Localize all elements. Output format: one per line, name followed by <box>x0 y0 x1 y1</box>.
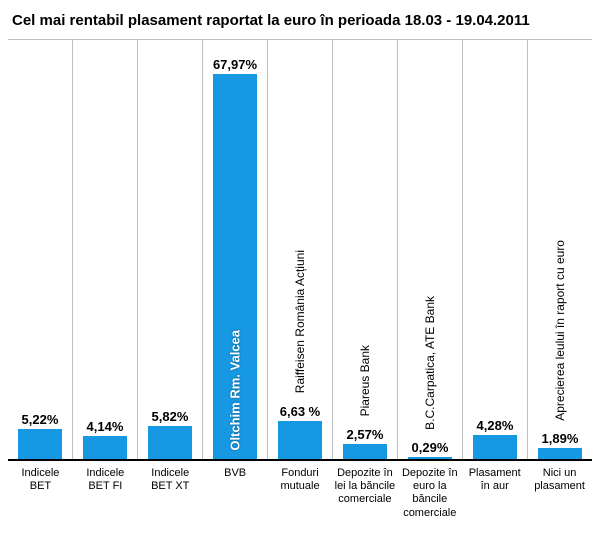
bar-side-label-5: Piareus Bank <box>358 345 372 416</box>
bar-value-label-1: 4,14% <box>87 419 124 434</box>
x-axis-label-7: Plasament în aur <box>462 461 527 493</box>
bar-inner-label-3: Oltchim Rm. Valcea <box>227 330 242 451</box>
bar-column-8: Aprecierea leului în raport cu euro 1,89% <box>528 40 592 459</box>
x-axis-label-8: Nici un plasament <box>527 461 592 493</box>
bar-column-6: B.C.Carpatica, ATE Bank 0,29% <box>398 40 463 459</box>
x-axis: Indicele BETIndicele BET FIIndicele BET … <box>8 461 592 520</box>
chart-container: Cel mai rentabil plasament raportat la e… <box>0 0 600 540</box>
bar-value-label-0: 5,22% <box>22 412 59 427</box>
bar-4: 6,63 % <box>278 421 323 459</box>
x-axis-label-1: Indicele BET FI <box>73 461 138 493</box>
bar-value-label-8: 1,89% <box>542 431 579 446</box>
bar-value-label-7: 4,28% <box>477 418 514 433</box>
bar-8: 1,89% <box>538 448 583 459</box>
bar-value-label-5: 2,57% <box>347 427 384 442</box>
bar-3: 67,97%Oltchim Rm. Valcea <box>213 74 258 459</box>
x-axis-label-5: Depozite în lei la băncile comerciale <box>332 461 397 507</box>
bar-side-label-4: Raiffeisen România Acțiuni <box>293 250 307 393</box>
x-axis-label-0: Indicele BET <box>8 461 73 493</box>
bar-side-label-6: B.C.Carpatica, ATE Bank <box>423 296 437 430</box>
bar-2: 5,82% <box>148 426 193 459</box>
bar-column-4: Raiffeisen România Acțiuni 6,63 % <box>268 40 333 459</box>
bar-side-label-8: Aprecierea leului în raport cu euro <box>553 240 567 421</box>
bar-value-label-6: 0,29% <box>412 440 449 455</box>
bar-5: 2,57% <box>343 444 388 459</box>
x-axis-label-3: BVB <box>203 461 268 480</box>
plot-area: 5,22% 4,14% 5,82% 67,97% Oltchim Rm. Valcea R… <box>8 39 592 459</box>
bar-value-label-2: 5,82% <box>152 409 189 424</box>
bar-6: 0,29% <box>408 457 453 459</box>
bar-column-1: 4,14% <box>73 40 138 459</box>
bar-column-3: 67,97% Oltchim Rm. Valcea <box>203 40 268 459</box>
bar-column-2: 5,82% <box>138 40 203 459</box>
bar-column-7: 4,28% <box>463 40 528 459</box>
x-axis-label-4: Fonduri mutuale <box>268 461 333 493</box>
bar-column-5: Piareus Bank 2,57% <box>333 40 398 459</box>
x-axis-label-2: Indicele BET XT <box>138 461 203 493</box>
bar-column-0: 5,22% <box>8 40 73 459</box>
bar-1: 4,14% <box>83 436 128 459</box>
bar-value-label-3: 67,97% <box>213 57 257 72</box>
chart-title: Cel mai rentabil plasament raportat la e… <box>8 12 592 29</box>
x-axis-label-6: Depozite în euro la băncile comerciale <box>397 461 462 520</box>
bar-0: 5,22% <box>18 429 63 459</box>
bar-value-label-4: 6,63 % <box>280 404 320 419</box>
bar-7: 4,28% <box>473 435 518 459</box>
